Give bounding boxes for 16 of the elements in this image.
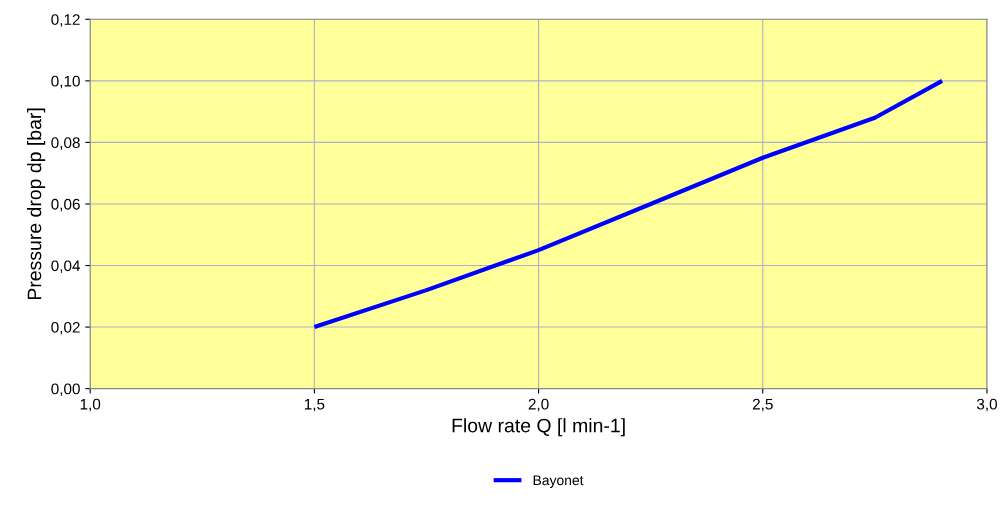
y-tick-label: 0,10 bbox=[51, 75, 80, 89]
x-tick-label: 2,0 bbox=[528, 398, 549, 412]
y-axis-title: Pressure drop dp [bar] bbox=[27, 108, 46, 300]
y-tick-label: 0,08 bbox=[51, 137, 80, 150]
y-tick-label: 0,06 bbox=[51, 198, 80, 212]
y-tick-label: 0,12 bbox=[51, 14, 80, 27]
x-tick-label: 2,5 bbox=[752, 398, 773, 412]
x-axis-title: Flow rate Q [l min-1] bbox=[452, 418, 625, 437]
y-tick-label: 0,04 bbox=[51, 260, 81, 274]
legend-label: Bayonet bbox=[533, 475, 584, 488]
y-tick-label: 0,02 bbox=[51, 321, 80, 335]
y-tick-label: 0,00 bbox=[51, 383, 80, 397]
x-tick-label: 1,0 bbox=[80, 398, 101, 412]
x-tick-label: 1,5 bbox=[304, 398, 325, 412]
line-series bbox=[312, 78, 945, 330]
x-tick-label: 3,0 bbox=[976, 398, 997, 412]
